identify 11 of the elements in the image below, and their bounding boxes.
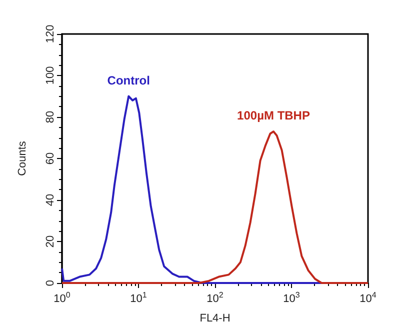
y-tick-label: 60 (44, 152, 56, 165)
series-label: 100µM TBHP (237, 108, 310, 123)
y-tick-label: 120 (44, 24, 56, 44)
y-axis-title: Counts (16, 140, 28, 176)
y-tick-label: 0 (44, 280, 56, 286)
series-label: Control (107, 73, 150, 88)
y-tick-label: 100 (44, 66, 56, 85)
y-tick-label: 80 (44, 110, 56, 124)
x-axis-title: FL4-H (200, 312, 230, 324)
y-tick-label: 20 (44, 235, 56, 248)
y-tick-label: 40 (44, 194, 56, 206)
